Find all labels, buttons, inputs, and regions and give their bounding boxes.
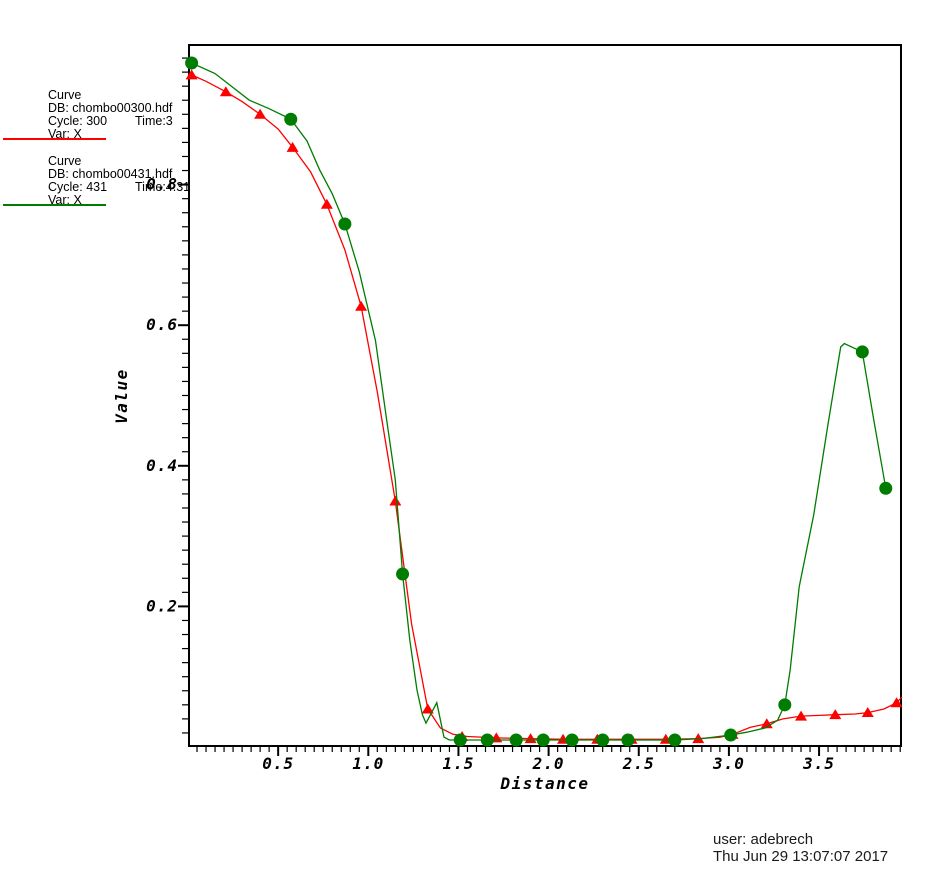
legend-curve2-time: Time:4.31 — [135, 180, 191, 194]
circle-marker — [536, 733, 550, 747]
y-tick-label: 0.2 — [146, 596, 178, 615]
y-axis-tick-labels: 0.2 0.4 0.6 0.8 — [146, 175, 178, 616]
circle-marker — [565, 733, 579, 747]
curve-green-time431 — [185, 56, 893, 747]
triangle-marker — [185, 69, 198, 80]
axis-ticks — [178, 57, 901, 756]
curve-red-time3 — [185, 69, 903, 744]
legend-curve1-title: Curve — [48, 88, 82, 102]
legend-entry-curve2: Curve DB: chombo00431.hdf Cycle: 431 Tim… — [3, 155, 223, 207]
x-tick-label: 0.5 — [262, 754, 294, 773]
x-axis-title: Distance — [499, 774, 589, 793]
legend-curve2-color-line — [3, 204, 106, 206]
legend-curve1-time: Time:3 — [135, 114, 173, 128]
circle-marker — [724, 728, 738, 742]
circle-marker — [596, 733, 610, 747]
curve-line — [191, 74, 903, 740]
triangle-marker — [286, 141, 299, 152]
triangle-marker — [692, 733, 705, 744]
footer-user: user: adebrech — [713, 831, 814, 848]
circle-marker — [284, 112, 298, 126]
y-tick-label: 0.8 — [146, 175, 178, 194]
legend-curve1-cycle-line: Cycle: 300 Time:3 — [48, 115, 223, 128]
x-axis-tick-labels: 0.5 1.0 1.5 2.0 2.5 3.0 3.5 — [262, 754, 835, 773]
legend-entry-curve1: Curve DB: chombo00300.hdf Cycle: 300 Tim… — [3, 89, 223, 141]
circle-marker — [480, 733, 494, 747]
x-tick-label: 3.0 — [712, 754, 745, 773]
triangle-marker — [421, 703, 434, 714]
triangle-marker — [254, 108, 267, 119]
legend-curve1-color-line — [3, 138, 106, 140]
circle-marker — [509, 733, 523, 747]
footer-annotation: user: adebrech Thu Jun 29 13:07:07 2017 — [713, 831, 888, 865]
legend-curve1-db: DB: chombo00300.hdf — [48, 101, 173, 115]
x-tick-label: 1.0 — [352, 754, 384, 773]
circle-marker — [778, 698, 792, 712]
x-tick-label: 2.0 — [532, 754, 565, 773]
legend-curve2-db: DB: chombo00431.hdf — [48, 167, 173, 181]
triangle-marker — [890, 697, 903, 708]
triangle-marker — [829, 709, 842, 720]
y-axis-title: Value — [112, 368, 131, 424]
legend-curve1-cycle: Cycle: 300 — [48, 114, 108, 128]
y-tick-label: 0.4 — [146, 456, 178, 475]
legend-curve2-var: Var: X — [48, 193, 82, 207]
triangle-marker — [389, 495, 402, 506]
triangle-marker — [219, 86, 232, 97]
circle-marker — [621, 733, 635, 747]
y-tick-label: 0.6 — [146, 315, 178, 334]
triangle-marker — [795, 710, 808, 721]
curve-line — [191, 62, 887, 741]
circle-marker — [879, 481, 893, 495]
x-tick-label: 1.5 — [443, 754, 475, 773]
circle-marker — [338, 217, 352, 231]
circle-marker — [668, 733, 682, 747]
x-tick-label: 3.5 — [802, 754, 835, 773]
circle-marker — [185, 56, 199, 70]
legend-curve2-title: Curve — [48, 154, 82, 168]
footer-date: Thu Jun 29 13:07:07 2017 — [713, 848, 889, 865]
circle-marker — [453, 733, 467, 747]
triangle-marker — [320, 198, 333, 209]
legend-curve1-var: Var: X — [48, 127, 82, 141]
legend-curve2-cycle: Cycle: 431 — [48, 180, 108, 194]
legend-curve2-cycle-line: Cycle: 431 Time:4.31 — [48, 181, 223, 194]
triangle-marker — [861, 707, 874, 718]
triangle-marker — [355, 300, 368, 311]
circle-marker — [396, 567, 410, 581]
circle-marker — [855, 345, 869, 359]
x-tick-label: 2.5 — [622, 754, 655, 773]
